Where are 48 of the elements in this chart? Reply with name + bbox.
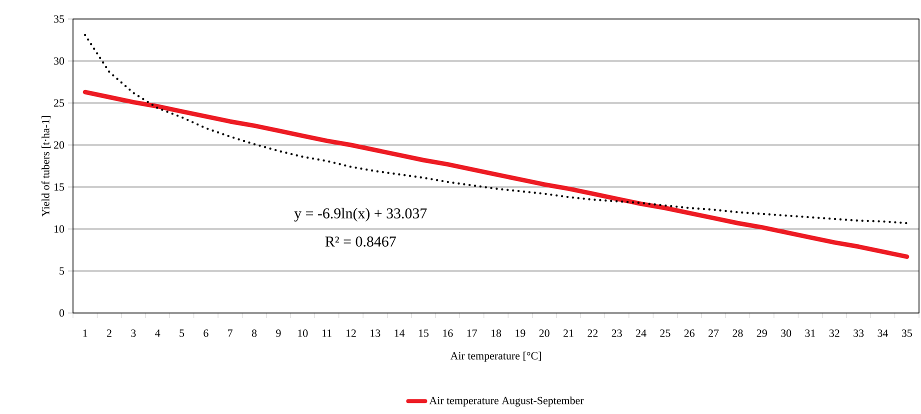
y-tick-label: 35 bbox=[54, 15, 64, 23]
x-tick-label: 3 bbox=[131, 330, 136, 337]
x-tick-label: 18 bbox=[491, 330, 502, 337]
x-tick-label: 23 bbox=[612, 330, 622, 337]
x-tick-label: 31 bbox=[805, 330, 816, 337]
x-tick-label: 32 bbox=[829, 330, 840, 337]
y-tick-label: 10 bbox=[54, 225, 64, 233]
y-tick-label: 5 bbox=[60, 267, 64, 275]
y-axis-title: Yield of tubers [t·ha-1] bbox=[41, 116, 51, 217]
x-tick-label: 17 bbox=[467, 330, 477, 337]
y-tick-label: 0 bbox=[59, 309, 64, 317]
x-tick-label: 28 bbox=[732, 330, 743, 337]
annotation: y = -6.9ln(x) + 33.037 bbox=[294, 208, 427, 222]
x-tick-label: 13 bbox=[370, 330, 380, 337]
x-tick-label: 25 bbox=[660, 330, 670, 337]
x-tick-label: 11 bbox=[322, 330, 332, 337]
x-tick-label: 30 bbox=[781, 330, 792, 337]
y-tick-label: 30 bbox=[54, 57, 64, 65]
x-tick-label: 26 bbox=[684, 330, 695, 337]
x-tick-label: 4 bbox=[155, 330, 160, 337]
x-tick-label: 27 bbox=[708, 330, 719, 337]
y-tick-label: 25 bbox=[54, 99, 64, 107]
y-tick-label: 15 bbox=[54, 183, 64, 191]
x-tick-label: 14 bbox=[394, 330, 405, 337]
x-tick-label: 19 bbox=[516, 330, 526, 337]
x-tick-label: 10 bbox=[298, 330, 308, 337]
x-tick-label: 9 bbox=[276, 330, 281, 337]
x-tick-label: 7 bbox=[228, 330, 233, 337]
x-tick-label: 29 bbox=[756, 330, 767, 337]
x-tick-label: 35 bbox=[902, 330, 912, 337]
x-tick-label: 16 bbox=[443, 330, 453, 337]
legend-label: Air temperature August-September bbox=[429, 396, 584, 407]
x-tick-label: 5 bbox=[180, 330, 184, 337]
x-tick-label: 6 bbox=[204, 330, 208, 337]
x-tick-label: 12 bbox=[346, 330, 356, 337]
annotation: R² = 0.8467 bbox=[325, 236, 396, 247]
x-axis-title: Air temperature [°C] bbox=[450, 352, 541, 362]
x-tick-label: 33 bbox=[854, 330, 864, 337]
x-tick-label: 22 bbox=[588, 330, 598, 337]
y-tick-label: 20 bbox=[54, 141, 64, 149]
x-tick-label: 1 bbox=[83, 330, 88, 337]
x-tick-label: 34 bbox=[878, 330, 888, 337]
x-tick-label: 15 bbox=[418, 330, 429, 337]
x-tick-label: 20 bbox=[539, 330, 550, 337]
x-tick-label: 21 bbox=[564, 330, 574, 337]
x-tick-label: 8 bbox=[252, 330, 257, 337]
x-tick-label: 2 bbox=[107, 330, 112, 337]
x-tick-label: 24 bbox=[636, 330, 646, 337]
